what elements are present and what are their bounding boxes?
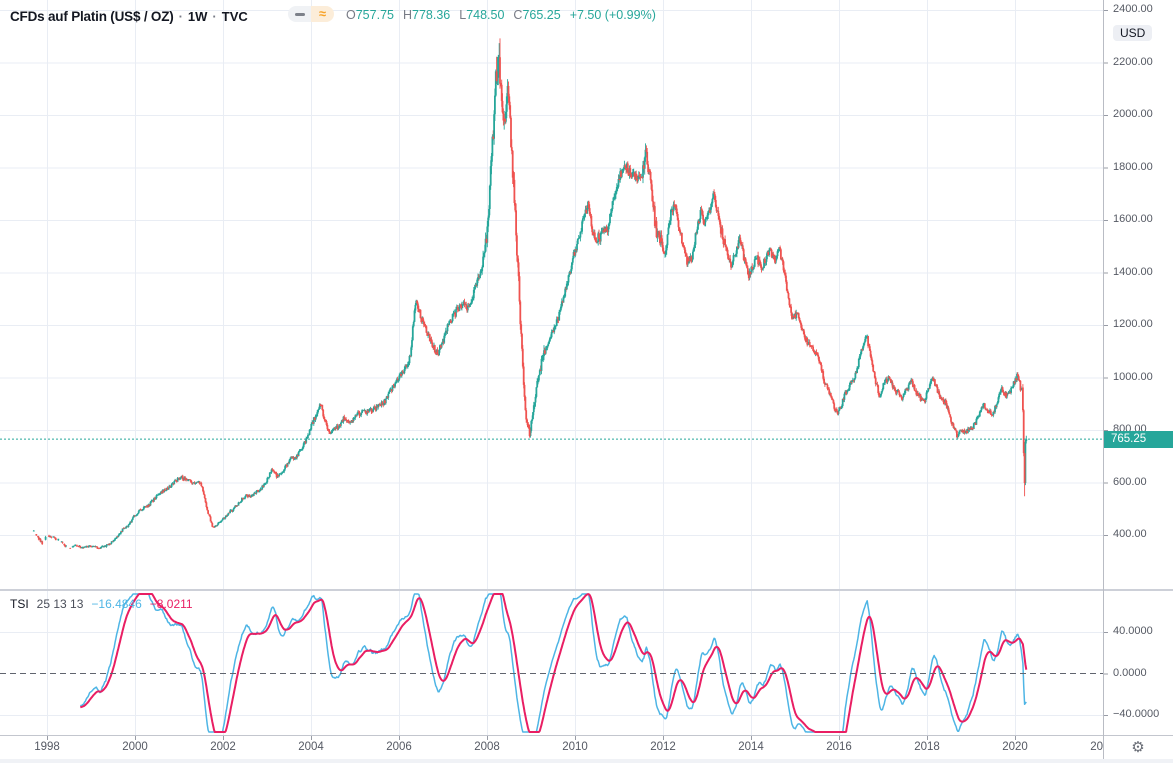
price-axis-label: 2000.00 — [1113, 108, 1153, 120]
price-axis-label: 1200.00 — [1113, 318, 1153, 330]
window-bottom-strip — [0, 759, 1173, 763]
current-price-badge: 765.25 — [1104, 430, 1173, 448]
time-axis-label: 2000 — [122, 741, 148, 753]
time-axis-label: 2020 — [1002, 741, 1028, 753]
separator-dot: · — [212, 8, 217, 24]
symbol-title[interactable]: CFDs auf Platin (US$ / OZ) — [10, 8, 174, 24]
price-pane[interactable] — [0, 0, 1103, 588]
low-value: 748.50 — [466, 8, 505, 22]
minimize-legend-button[interactable] — [288, 6, 311, 22]
time-axis[interactable]: 1998 2000 2002 2004 2006 2008 2010 2012 2014 2016… — [0, 736, 1103, 759]
close-value: 765.25 — [522, 8, 561, 22]
tsi-axis-label: 0.0000 — [1113, 666, 1147, 679]
time-axis-label: 2016 — [826, 741, 852, 753]
time-axis-border — [0, 735, 1173, 736]
price-axis-label: 1600.00 — [1113, 213, 1153, 225]
open-value: 757.75 — [355, 8, 394, 22]
price-axis[interactable]: 2400.00 2200.00 2000.00 1800.00 1600.00 1400.… — [1104, 0, 1173, 735]
time-axis-label: 2010 — [562, 741, 588, 753]
low-label: L — [459, 8, 467, 22]
settings-gear-icon[interactable]: ⚙ — [1131, 739, 1145, 756]
time-axis-label: 2008 — [474, 741, 500, 753]
open-label: O — [346, 8, 356, 22]
time-axis-label: 1998 — [34, 741, 60, 753]
price-axis-label: 400.00 — [1113, 528, 1147, 540]
price-axis-label: 1400.00 — [1113, 265, 1153, 278]
tsi-signal-value: −8.0211 — [149, 597, 193, 611]
exchange-label: TVC — [221, 8, 248, 24]
high-value: 778.36 — [412, 8, 451, 22]
separator-dot: · — [178, 8, 183, 24]
tsi-axis-label: −40.0000 — [1113, 708, 1160, 721]
currency-badge: USD — [1113, 25, 1153, 41]
price-axis-label: 1800.00 — [1113, 160, 1153, 173]
time-axis-label: 2012 — [650, 741, 676, 753]
time-axis-label: 2022 — [1090, 741, 1103, 753]
ohlc-readout: O757.75 H778.36 L748.50 C765.25 +7.50 (+… — [346, 8, 656, 22]
tsi-indicator-title[interactable]: TSI — [10, 597, 29, 611]
time-axis-label: 2006 — [386, 741, 412, 753]
interval-label[interactable]: 1W — [187, 8, 208, 24]
price-axis-border — [1103, 0, 1104, 763]
time-axis-label: 2014 — [738, 741, 764, 753]
market-status-icon[interactable]: ≈ — [311, 6, 334, 22]
high-label: H — [402, 8, 412, 22]
pane-resize-handle[interactable] — [0, 589, 1173, 591]
price-axis-label: 1000.00 — [1113, 370, 1153, 383]
time-axis-label: 2018 — [914, 741, 940, 753]
tsi-pane[interactable] — [0, 590, 1103, 735]
time-axis-label: 2004 — [298, 741, 324, 753]
tsi-axis-label: 40.0000 — [1113, 624, 1153, 637]
tsi-fast-value: −16.4846 — [91, 597, 142, 611]
close-label: C — [513, 8, 523, 22]
price-axis-label: 600.00 — [1113, 475, 1147, 488]
change-value: +7.50 (+0.99%) — [569, 8, 656, 22]
tsi-params: 25 13 13 — [36, 597, 84, 611]
price-axis-label: 2200.00 — [1113, 55, 1153, 68]
time-axis-label: 2002 — [210, 741, 236, 753]
price-axis-label: 2400.00 — [1113, 3, 1153, 15]
minimize-dash-icon — [294, 12, 305, 16]
